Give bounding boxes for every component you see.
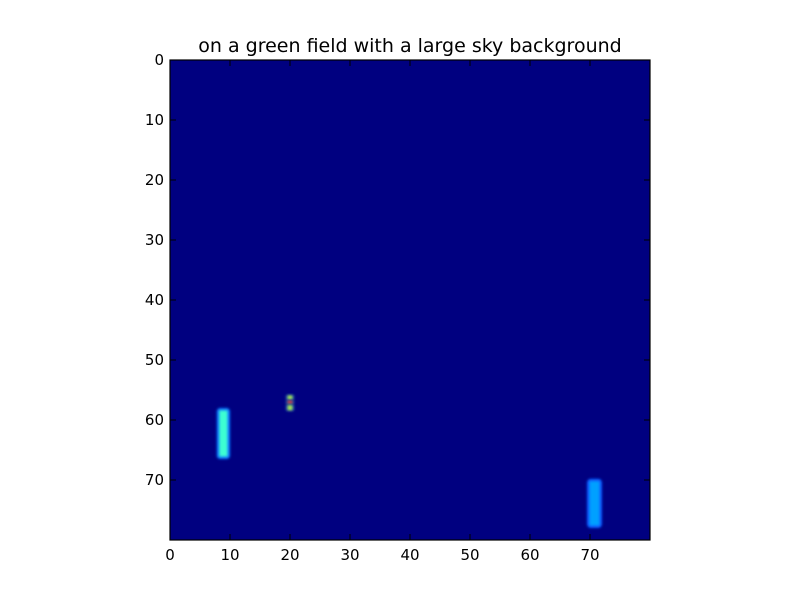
heatmap-features [216,394,602,528]
y-tick-label: 0 [154,51,164,69]
y-tick-label: 20 [145,171,164,189]
x-tick-label: 70 [580,546,599,564]
y-tick-label: 70 [145,471,164,489]
heatmap-cell-2 [285,394,295,401]
plot-area [169,59,651,541]
x-tick-label: 10 [220,546,239,564]
x-tick-label: 50 [460,546,479,564]
x-tick-label: 20 [280,546,299,564]
heatmap-cell-core [287,400,293,404]
heatmap-cell-core [219,410,228,457]
y-axis: 0 10 20 30 40 50 60 70 [145,51,650,489]
heatmap-cell-1 [587,478,602,528]
x-tick-label: 60 [520,546,539,564]
heatmap-background [170,60,650,540]
y-tick-label: 50 [145,351,164,369]
y-tick-label: 30 [145,231,164,249]
heatmap-cell-core [287,395,293,400]
heatmap-cell-core [287,405,293,411]
heatmap-cell-core [589,481,600,526]
x-tick-label: 0 [165,546,175,564]
x-axis: 0 10 20 30 40 50 60 70 [165,60,600,564]
y-tick-label: 40 [145,291,164,309]
heatmap-cell-0 [216,408,230,459]
heatmap-cell-4 [285,404,295,411]
y-tick-label: 10 [145,111,164,129]
heatmap-cell-3 [285,400,295,405]
y-tick-label: 60 [145,411,164,429]
x-tick-label: 40 [400,546,419,564]
x-tick-label: 30 [340,546,359,564]
chart-title: on a green field with a large sky backgr… [198,35,621,57]
